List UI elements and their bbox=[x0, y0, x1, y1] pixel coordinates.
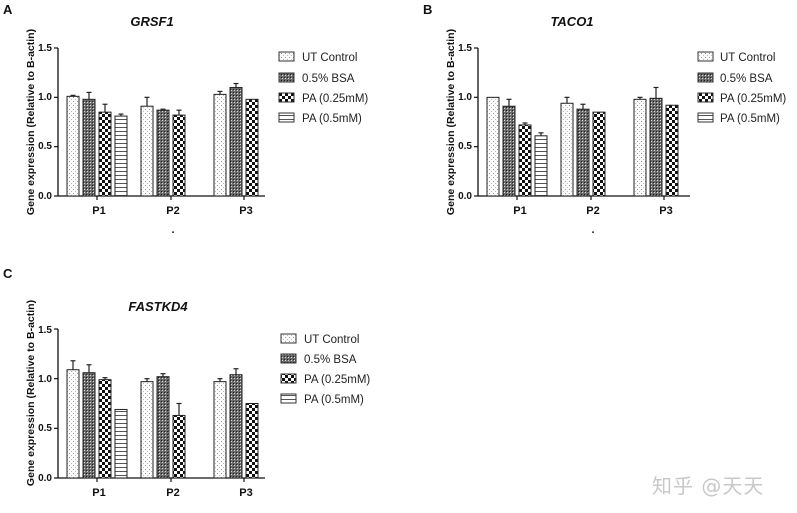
bar-a-p3-series-1 bbox=[229, 86, 243, 197]
x-tick-label-p2: P2 bbox=[586, 205, 599, 217]
y-axis-label: Gene expression (Relative to B-actin) bbox=[445, 29, 457, 215]
chart-panel-a: A GRSF1 Gene expression (Relative to B-a… bbox=[3, 2, 368, 236]
legend-label-pa-05: PA (0.5mM) bbox=[304, 394, 364, 406]
y-tick-label: 0.5 bbox=[38, 423, 52, 434]
bar-c-p3-series-2 bbox=[245, 403, 259, 479]
chart-title: GRSF1 bbox=[130, 14, 173, 29]
legend-swatch-dots bbox=[280, 333, 297, 344]
legend-label-bsa: 0.5% BSA bbox=[302, 73, 355, 85]
x-tick-label-p2: P2 bbox=[166, 205, 179, 217]
bar-b-p2-series-1 bbox=[576, 108, 590, 197]
x-tick-label-p3: P3 bbox=[659, 205, 672, 217]
bar-c-p3-series-1 bbox=[229, 374, 243, 479]
bar-c-p2-series-2 bbox=[172, 414, 186, 479]
y-tick-label: 0.0 bbox=[458, 191, 472, 202]
legend-swatch-dots bbox=[278, 51, 295, 62]
legend-label-ut-control: UT Control bbox=[302, 52, 357, 64]
y-tick-label: 1.0 bbox=[458, 92, 472, 103]
bar-a-p1-series-0 bbox=[66, 95, 80, 197]
legend-swatch-hlines bbox=[697, 112, 714, 123]
bar-c-p2-series-1 bbox=[156, 376, 170, 479]
legend-label-bsa: 0.5% BSA bbox=[304, 354, 357, 366]
bar-b-p1-series-0 bbox=[486, 96, 500, 197]
panel-letter: B bbox=[423, 2, 432, 17]
x-tick-label-p2: P2 bbox=[166, 487, 179, 499]
x-tick-label-p3: P3 bbox=[239, 205, 252, 217]
legend-swatch-dots bbox=[697, 51, 714, 62]
legend-swatch-checker bbox=[697, 92, 714, 103]
bar-c-p1-series-1 bbox=[82, 372, 96, 479]
bar-b-p1-series-3 bbox=[534, 135, 548, 197]
legend-swatch-hlines bbox=[278, 112, 295, 123]
bar-group bbox=[474, 47, 690, 200]
y-tick-label: 1.5 bbox=[38, 325, 52, 336]
legend-label-ut-control: UT Control bbox=[304, 334, 359, 346]
chart-title: FASTKD4 bbox=[128, 299, 188, 314]
x-tick-label-p3: P3 bbox=[239, 487, 252, 499]
y-tick-label: 0.0 bbox=[38, 191, 52, 202]
bar-a-p1-series-2 bbox=[98, 111, 112, 197]
legend-label-pa-05: PA (0.5mM) bbox=[720, 113, 780, 125]
legend: UT Control 0.5% BSA PA (0.25mM) PA (0.5m… bbox=[697, 51, 786, 125]
bar-b-p2-series-2 bbox=[592, 111, 606, 197]
legend-swatch-checker bbox=[278, 92, 295, 103]
bar-b-p2-series-0 bbox=[560, 102, 574, 197]
bar-a-p2-series-1 bbox=[156, 109, 170, 197]
chart-panel-c: C FASTKD4 Gene expression (Relative to B… bbox=[3, 266, 370, 499]
legend-swatch-dense-grid bbox=[280, 353, 297, 364]
bar-c-p3-series-0 bbox=[213, 381, 227, 479]
y-tick-label: 1.5 bbox=[458, 43, 472, 54]
y-tick-label: 1.0 bbox=[38, 92, 52, 103]
x-tick-label-p1: P1 bbox=[92, 487, 105, 499]
legend-swatch-checker bbox=[280, 373, 297, 384]
bar-b-p1-series-1 bbox=[502, 105, 516, 197]
x-tick-label-p1: P1 bbox=[92, 205, 105, 217]
legend-label-pa-025: PA (0.25mM) bbox=[302, 93, 368, 105]
bar-a-p1-series-3 bbox=[114, 115, 128, 197]
y-tick-label: 1.5 bbox=[38, 43, 52, 54]
x-axis-mark: . bbox=[171, 224, 174, 236]
bar-a-p2-series-0 bbox=[140, 105, 154, 197]
bar-c-p2-series-0 bbox=[140, 381, 154, 479]
bar-a-p3-series-2 bbox=[245, 98, 259, 197]
legend-swatch-dense-grid bbox=[278, 72, 295, 83]
bar-a-p3-series-0 bbox=[213, 93, 227, 197]
bar-c-p1-series-2 bbox=[98, 379, 112, 479]
legend: UT Control 0.5% BSA PA (0.25mM) PA (0.5m… bbox=[280, 333, 370, 406]
legend-label-pa-025: PA (0.25mM) bbox=[304, 374, 370, 386]
bar-b-p3-series-0 bbox=[633, 98, 647, 197]
legend-label-bsa: 0.5% BSA bbox=[720, 73, 773, 85]
y-tick-label: 0.5 bbox=[38, 141, 52, 152]
x-tick-label-p1: P1 bbox=[513, 205, 526, 217]
y-tick-label: 1.0 bbox=[38, 374, 52, 385]
bar-c-p1-series-3 bbox=[114, 408, 128, 479]
y-axis-label: Gene expression (Relative to B-actin) bbox=[25, 29, 37, 215]
bar-c-p1-series-0 bbox=[66, 369, 80, 479]
bar-group bbox=[54, 47, 265, 200]
bar-b-p3-series-1 bbox=[649, 97, 663, 197]
bar-a-p1-series-1 bbox=[82, 98, 96, 197]
legend-label-pa-05: PA (0.5mM) bbox=[302, 113, 362, 125]
y-axis-label: Gene expression (Relative to B-actin) bbox=[25, 300, 37, 486]
bar-b-p1-series-2 bbox=[518, 124, 532, 197]
legend-label-ut-control: UT Control bbox=[720, 52, 775, 64]
y-tick-label: 0.0 bbox=[38, 473, 52, 484]
legend: UT Control 0.5% BSA PA (0.25mM) PA (0.5m… bbox=[278, 51, 368, 125]
bar-a-p2-series-2 bbox=[172, 114, 186, 197]
y-tick-label: 0.5 bbox=[458, 141, 472, 152]
legend-label-pa-025: PA (0.25mM) bbox=[720, 93, 786, 105]
bar-b-p3-series-2 bbox=[665, 104, 679, 197]
panel-letter: C bbox=[3, 266, 13, 281]
x-axis-mark: . bbox=[591, 224, 594, 236]
bar-group bbox=[54, 328, 265, 482]
chart-title: TACO1 bbox=[550, 14, 593, 29]
watermark: 知乎 @天天 bbox=[652, 474, 765, 498]
chart-panel-b: B TACO1 Gene expression (Relative to B-a… bbox=[423, 2, 786, 236]
panel-letter: A bbox=[3, 2, 13, 17]
legend-swatch-dense-grid bbox=[697, 72, 714, 83]
legend-swatch-hlines bbox=[280, 393, 297, 404]
